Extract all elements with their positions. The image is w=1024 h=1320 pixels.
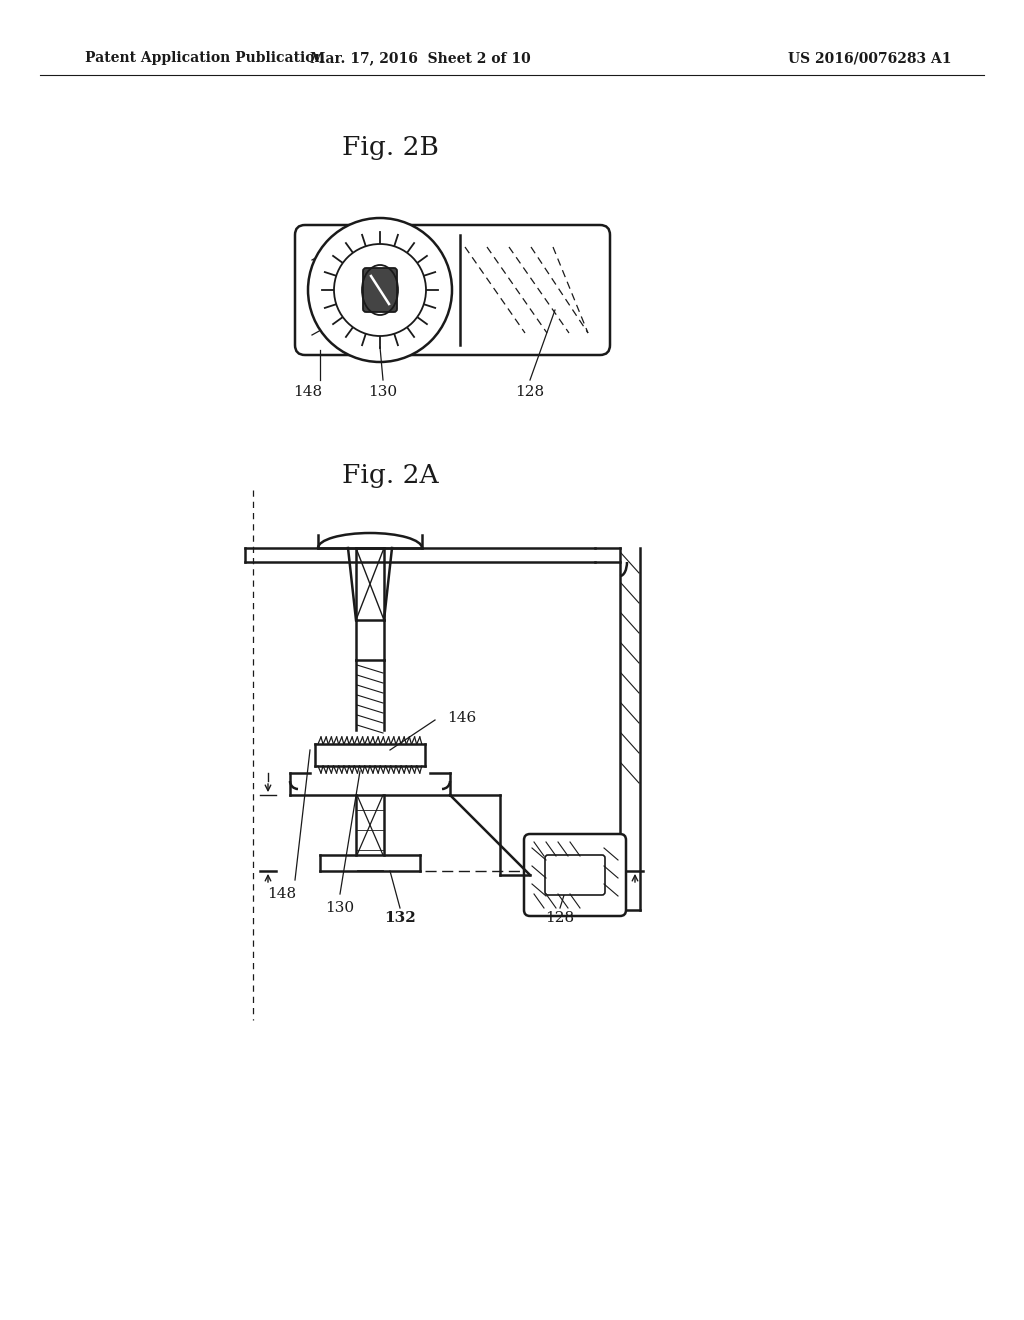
- Text: 148: 148: [267, 887, 297, 902]
- Text: 128: 128: [546, 911, 574, 925]
- Text: 130: 130: [326, 902, 354, 915]
- Circle shape: [308, 218, 452, 362]
- Text: Fig. 2B: Fig. 2B: [342, 136, 438, 161]
- Text: 148: 148: [294, 385, 323, 399]
- Text: Mar. 17, 2016  Sheet 2 of 10: Mar. 17, 2016 Sheet 2 of 10: [309, 51, 530, 65]
- FancyBboxPatch shape: [362, 268, 397, 312]
- Text: 146: 146: [447, 711, 476, 725]
- Text: 128: 128: [515, 385, 545, 399]
- Text: 132: 132: [384, 911, 416, 925]
- FancyBboxPatch shape: [295, 224, 610, 355]
- FancyBboxPatch shape: [545, 855, 605, 895]
- Text: Fig. 2A: Fig. 2A: [342, 462, 438, 487]
- Text: US 2016/0076283 A1: US 2016/0076283 A1: [788, 51, 951, 65]
- Text: 130: 130: [369, 385, 397, 399]
- Circle shape: [334, 244, 426, 337]
- FancyBboxPatch shape: [524, 834, 626, 916]
- Text: Patent Application Publication: Patent Application Publication: [85, 51, 325, 65]
